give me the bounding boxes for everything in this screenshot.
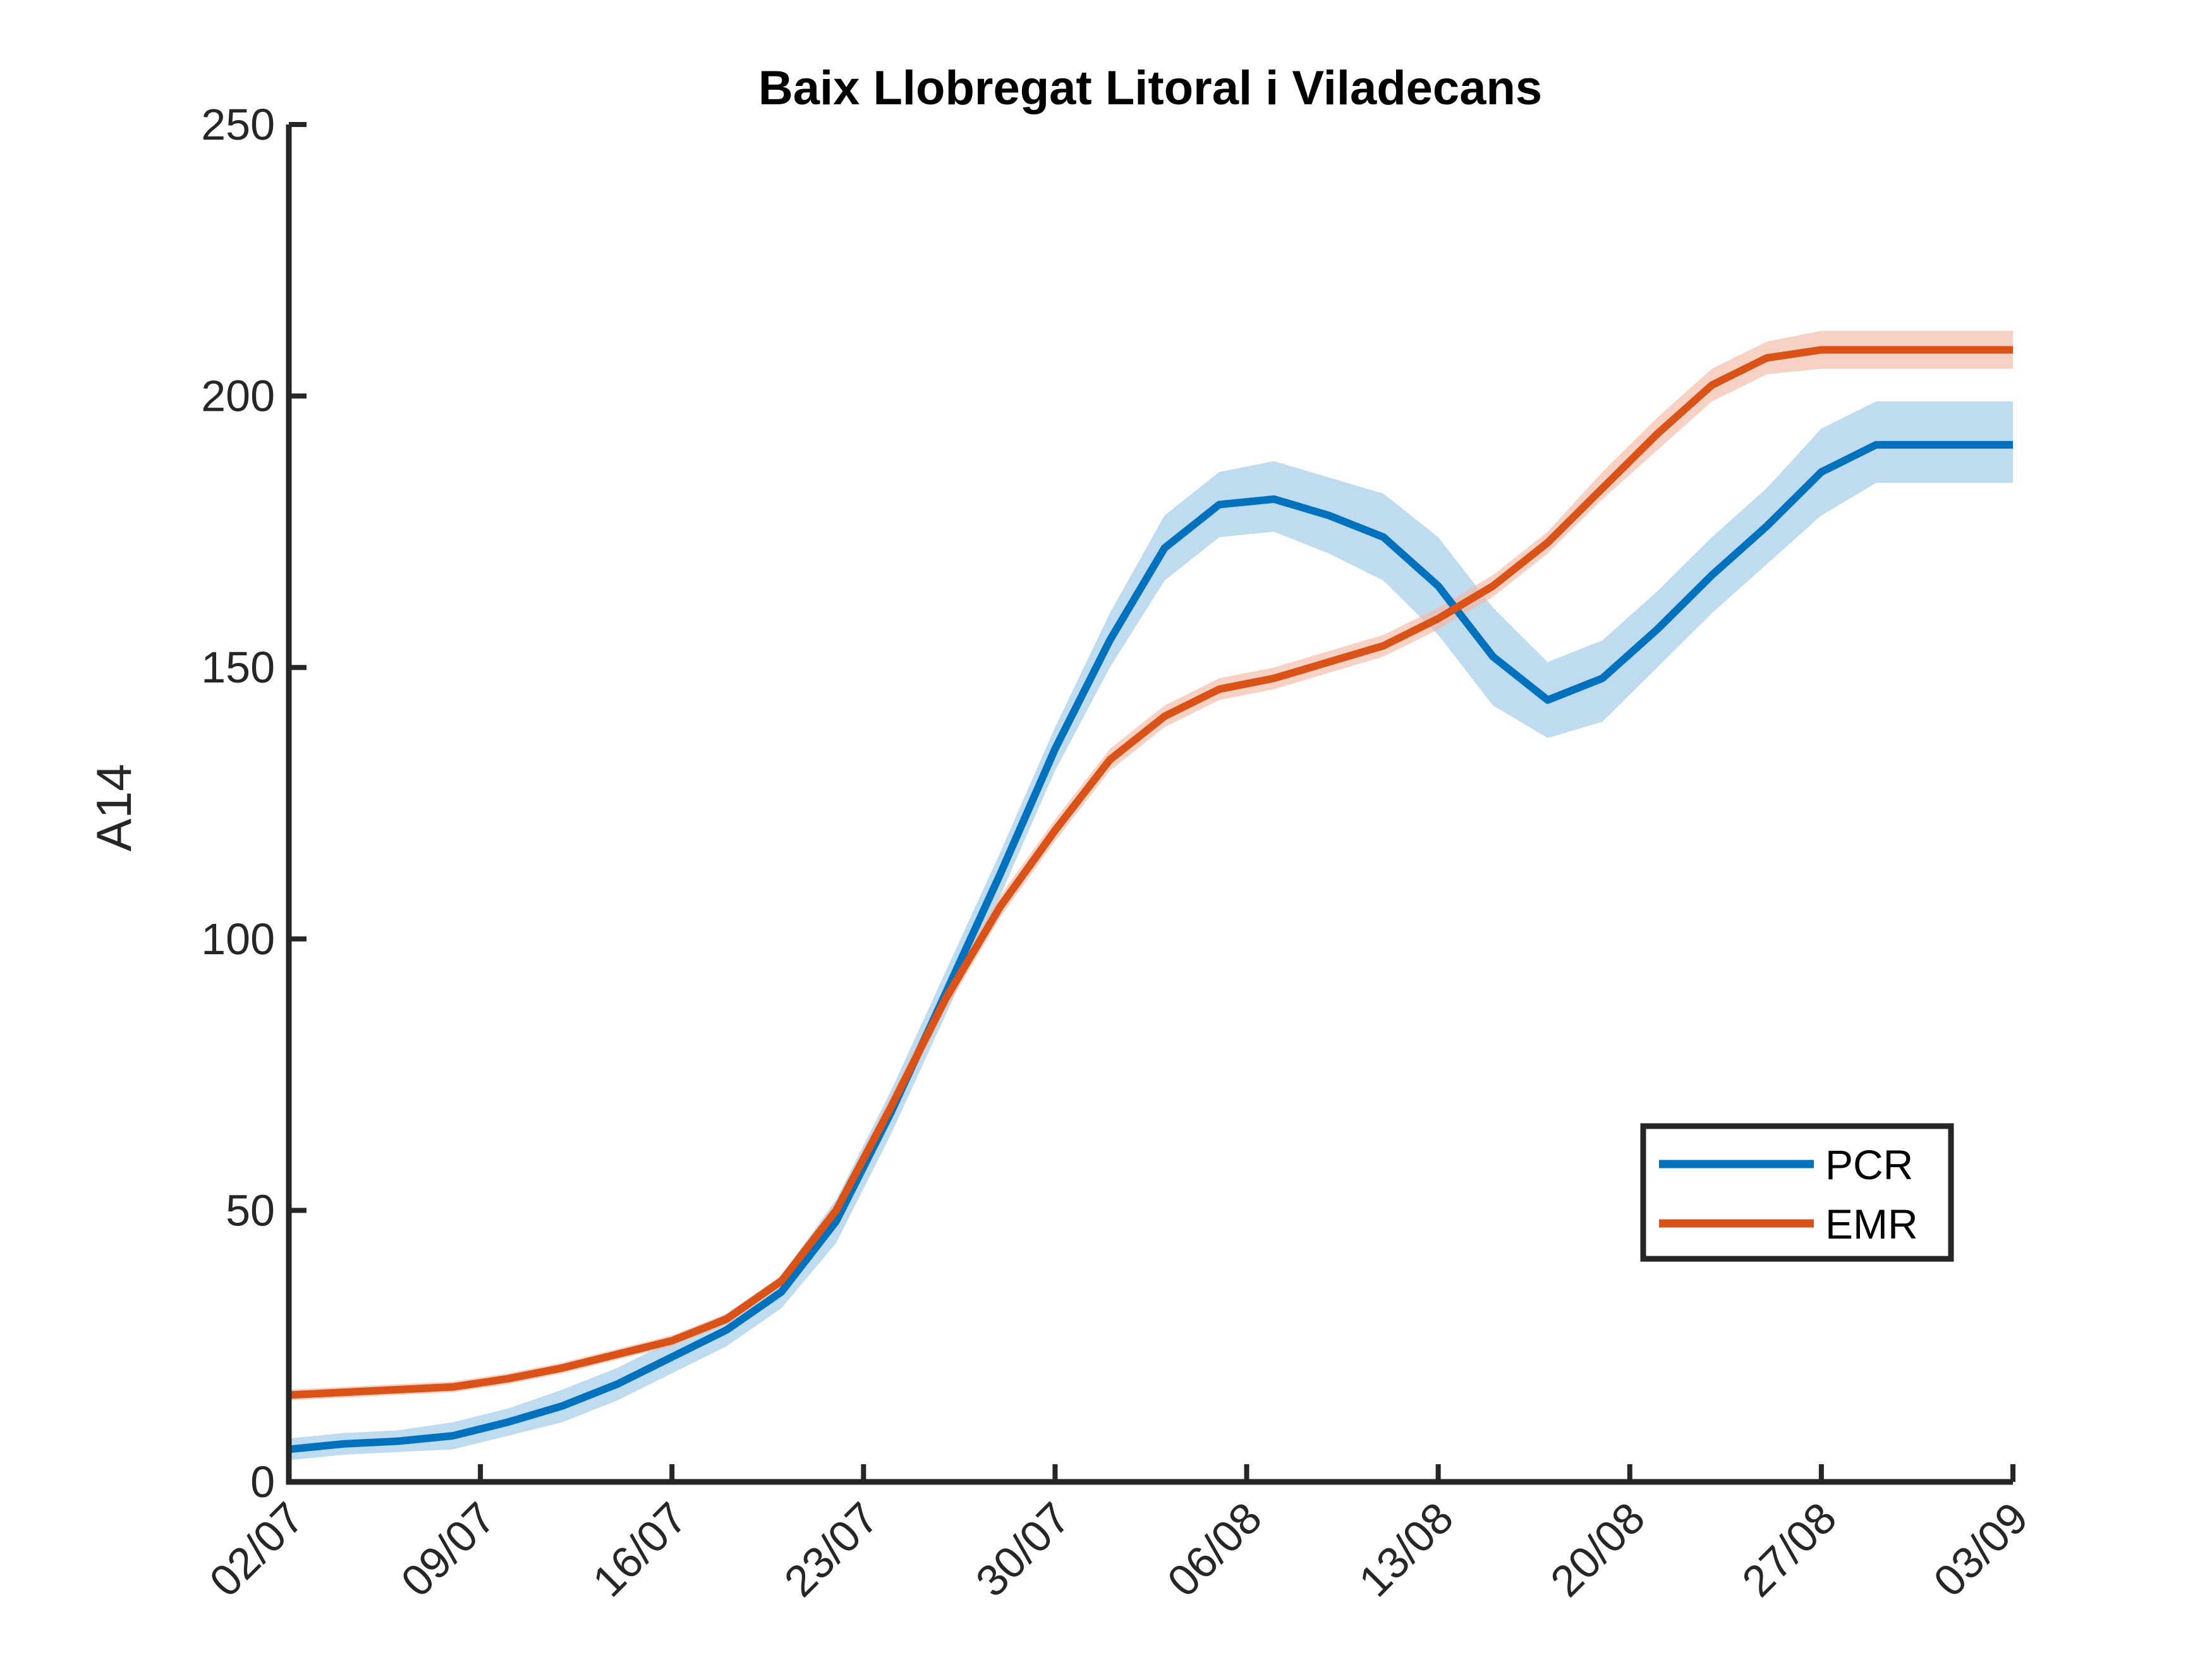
x-tick-label: 27/08	[1732, 1493, 1845, 1606]
x-tick-label: 06/08	[1158, 1493, 1271, 1606]
y-tick-label: 100	[201, 914, 275, 964]
legend: PCR EMR	[1640, 1123, 1954, 1262]
x-tick-label: 30/07	[966, 1493, 1079, 1606]
legend-label-pcr: PCR	[1825, 1141, 1913, 1188]
y-tick-label: 250	[201, 100, 275, 149]
y-ticks: 0 50 100 150 200 250	[201, 100, 307, 1507]
confidence-bands	[289, 331, 2013, 1460]
x-tick-label: 02/07	[200, 1493, 313, 1606]
x-tick-label: 20/08	[1541, 1493, 1654, 1606]
band-pcr	[289, 401, 2013, 1460]
legend-label-emr: EMR	[1825, 1201, 1918, 1247]
x-tick-label: 03/09	[1924, 1493, 2038, 1606]
chart-title: Baix Llobregat Litoral i Viladecans	[758, 61, 1542, 115]
line-emr	[288, 346, 2013, 1399]
y-tick-label: 200	[201, 372, 275, 421]
x-tick-label: 16/07	[583, 1493, 696, 1606]
series-lines	[288, 346, 2013, 1453]
x-tick-label: 23/07	[775, 1493, 888, 1606]
x-ticks: 02/07 09/07 16/07 23/07 30/07 06/08 13/08 20/08…	[200, 1464, 2038, 1606]
x-tick-label: 09/07	[392, 1493, 505, 1606]
y-tick-label: 150	[201, 643, 275, 692]
legend-box	[1640, 1123, 1954, 1262]
line-pcr	[288, 440, 2013, 1453]
y-tick-label: 50	[226, 1186, 275, 1235]
y-tick-label: 0	[250, 1457, 275, 1507]
x-tick-label: 13/08	[1349, 1493, 1462, 1606]
y-axis-label: A14	[86, 764, 142, 852]
